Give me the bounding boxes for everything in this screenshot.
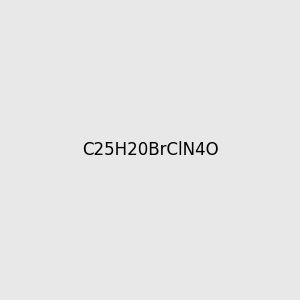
Text: C25H20BrClN4O: C25H20BrClN4O <box>82 141 218 159</box>
